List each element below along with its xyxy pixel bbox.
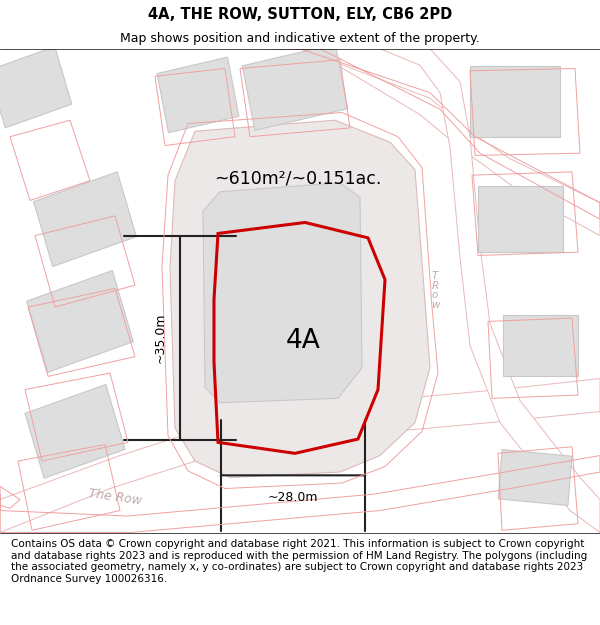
Text: The Row: The Row (88, 487, 143, 508)
Polygon shape (203, 183, 362, 402)
Text: ~35.0m: ~35.0m (154, 312, 167, 363)
Polygon shape (0, 379, 600, 532)
Text: T
R
o
w: T R o w (431, 271, 439, 310)
Polygon shape (25, 384, 125, 478)
Polygon shape (478, 186, 563, 252)
Polygon shape (498, 449, 572, 506)
Polygon shape (380, 49, 600, 532)
Text: ~610m²/~0.151ac.: ~610m²/~0.151ac. (214, 169, 382, 187)
Text: 4A: 4A (286, 328, 320, 354)
Polygon shape (470, 66, 560, 138)
Polygon shape (170, 120, 430, 478)
Polygon shape (503, 316, 577, 376)
Text: Contains OS data © Crown copyright and database right 2021. This information is : Contains OS data © Crown copyright and d… (11, 539, 587, 584)
Polygon shape (270, 49, 600, 236)
Text: ~28.0m: ~28.0m (268, 491, 318, 504)
Polygon shape (157, 57, 239, 132)
Polygon shape (242, 44, 347, 131)
Polygon shape (0, 47, 72, 128)
Polygon shape (34, 172, 136, 266)
Text: 4A, THE ROW, SUTTON, ELY, CB6 2PD: 4A, THE ROW, SUTTON, ELY, CB6 2PD (148, 7, 452, 22)
Polygon shape (26, 271, 133, 372)
Text: Map shows position and indicative extent of the property.: Map shows position and indicative extent… (120, 31, 480, 44)
